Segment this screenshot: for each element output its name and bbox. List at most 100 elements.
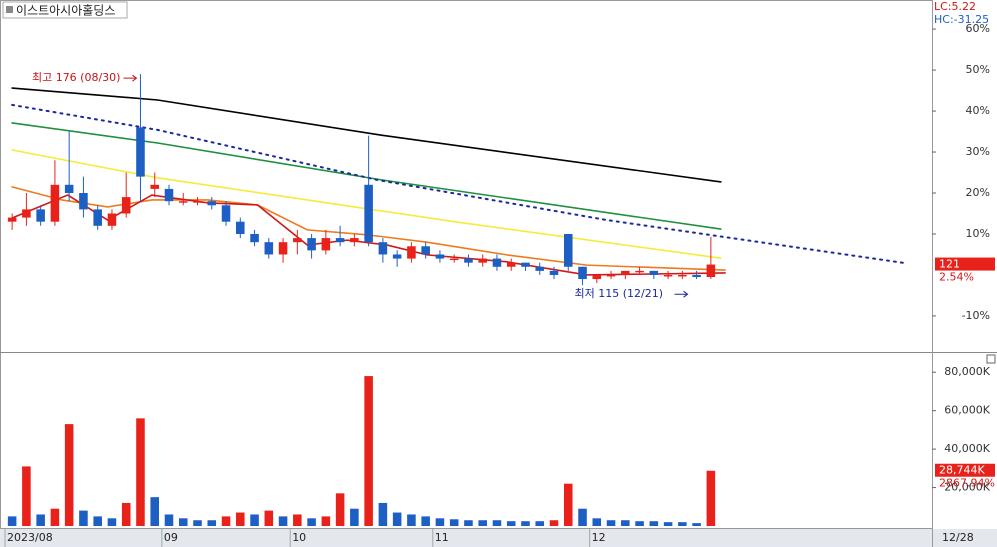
volume-bar: [692, 523, 701, 526]
volume-bar: [36, 514, 45, 526]
volume-bar: [207, 520, 217, 526]
volume-bar: [435, 518, 445, 526]
volume-bar: [307, 518, 316, 526]
volume-bar: [364, 376, 373, 526]
hc-label: HC:-31.25: [934, 13, 989, 26]
volume-bar: [535, 521, 545, 526]
candle-body: [335, 238, 345, 243]
moving-average-line: [11, 103, 906, 265]
candle-body: [421, 246, 430, 255]
candle-body: [278, 242, 288, 255]
candle-body: [350, 238, 359, 243]
volume-bar: [93, 516, 102, 526]
volume-bar: [250, 514, 259, 526]
candle-body: [321, 238, 331, 251]
candle-body: [221, 205, 231, 222]
candle-body: [36, 209, 45, 222]
volume-bar: [592, 518, 602, 526]
candle-body: [678, 274, 687, 277]
candle-body: [79, 193, 88, 210]
volume-bar: [706, 470, 716, 526]
volume-bar: [521, 521, 530, 526]
candle-body: [107, 213, 117, 226]
last-value-box: [935, 257, 995, 271]
volume-bar: [7, 516, 17, 526]
candle-body: [449, 258, 459, 261]
volume-bar: [50, 508, 60, 526]
high-arrow: [123, 74, 138, 82]
volume-bar: [107, 518, 117, 526]
date-label: 12/28: [942, 531, 974, 544]
moving-average-line: [11, 186, 726, 271]
moving-average-line: [11, 149, 722, 259]
candle-body: [521, 262, 530, 267]
volume-bar: [464, 520, 473, 526]
x-tick-label: 11: [435, 531, 449, 544]
candle-body: [635, 270, 644, 273]
y-tick-label: 40,000K: [944, 442, 990, 455]
candle-body: [64, 184, 74, 194]
volume-bar: [563, 483, 573, 526]
volume-bar: [79, 510, 88, 526]
candle-body: [706, 264, 716, 278]
volume-bar: [392, 512, 402, 526]
y-tick-label: 30%: [966, 145, 990, 158]
volume-bar: [293, 514, 302, 526]
volume-bar: [421, 516, 430, 526]
candle-body: [392, 254, 402, 259]
x-tick-label: 2023/08: [7, 531, 53, 544]
candle-body: [649, 270, 659, 275]
volume-bar: [635, 521, 644, 526]
candle-body: [563, 233, 573, 267]
volume-bar: [678, 522, 687, 526]
volume-bar: [164, 514, 174, 526]
candle-body: [264, 242, 274, 255]
candle-body: [307, 238, 316, 251]
x-tick-label: 12: [592, 531, 606, 544]
high-annotation: 최고 176 (08/30): [32, 71, 121, 84]
candle-body: [606, 274, 616, 277]
last-change-label: 2.54%: [939, 271, 974, 284]
candle-body: [293, 238, 302, 243]
candle-body: [478, 258, 487, 263]
y-tick-label: 10%: [966, 227, 990, 240]
candle-body: [7, 217, 17, 222]
moving-average-line: [11, 122, 722, 230]
volume-bar: [378, 502, 388, 526]
volume-bar: [649, 521, 659, 526]
volume-bar: [121, 502, 131, 526]
volume-bar: [478, 520, 487, 526]
candle-body: [492, 258, 502, 267]
candle-body: [164, 188, 174, 202]
candle-body: [364, 184, 373, 243]
last-value-label: 121: [939, 258, 960, 271]
volume-bar: [221, 516, 231, 526]
title-icon: [6, 6, 13, 13]
volume-bar: [64, 424, 74, 526]
low-annotation: 최저 115 (12/21): [575, 287, 664, 300]
candle-body: [578, 266, 587, 280]
volume-bar: [22, 466, 31, 526]
candle-body: [407, 246, 416, 259]
y-tick-label: 60,000K: [944, 404, 990, 417]
candle-body: [250, 233, 259, 243]
volume-bar: [321, 516, 331, 526]
y-tick-label: 20%: [966, 186, 990, 199]
candle-body: [178, 201, 188, 203]
y-tick-label: -10%: [962, 309, 990, 322]
candle-body: [692, 274, 701, 278]
volume-bar: [350, 508, 359, 526]
candle-body: [663, 274, 673, 277]
volume-bar: [578, 508, 587, 526]
volume-bar: [449, 519, 459, 526]
volume-bar: [621, 520, 630, 526]
candle-body: [22, 209, 31, 218]
volume-bar: [278, 516, 288, 526]
candle-body: [506, 262, 516, 267]
lc-label: LC:5.22: [934, 0, 976, 13]
volume-bar: [492, 520, 502, 526]
title-box: [2, 1, 128, 19]
x-axis-strip: [0, 529, 997, 547]
volume-bar: [150, 497, 160, 526]
